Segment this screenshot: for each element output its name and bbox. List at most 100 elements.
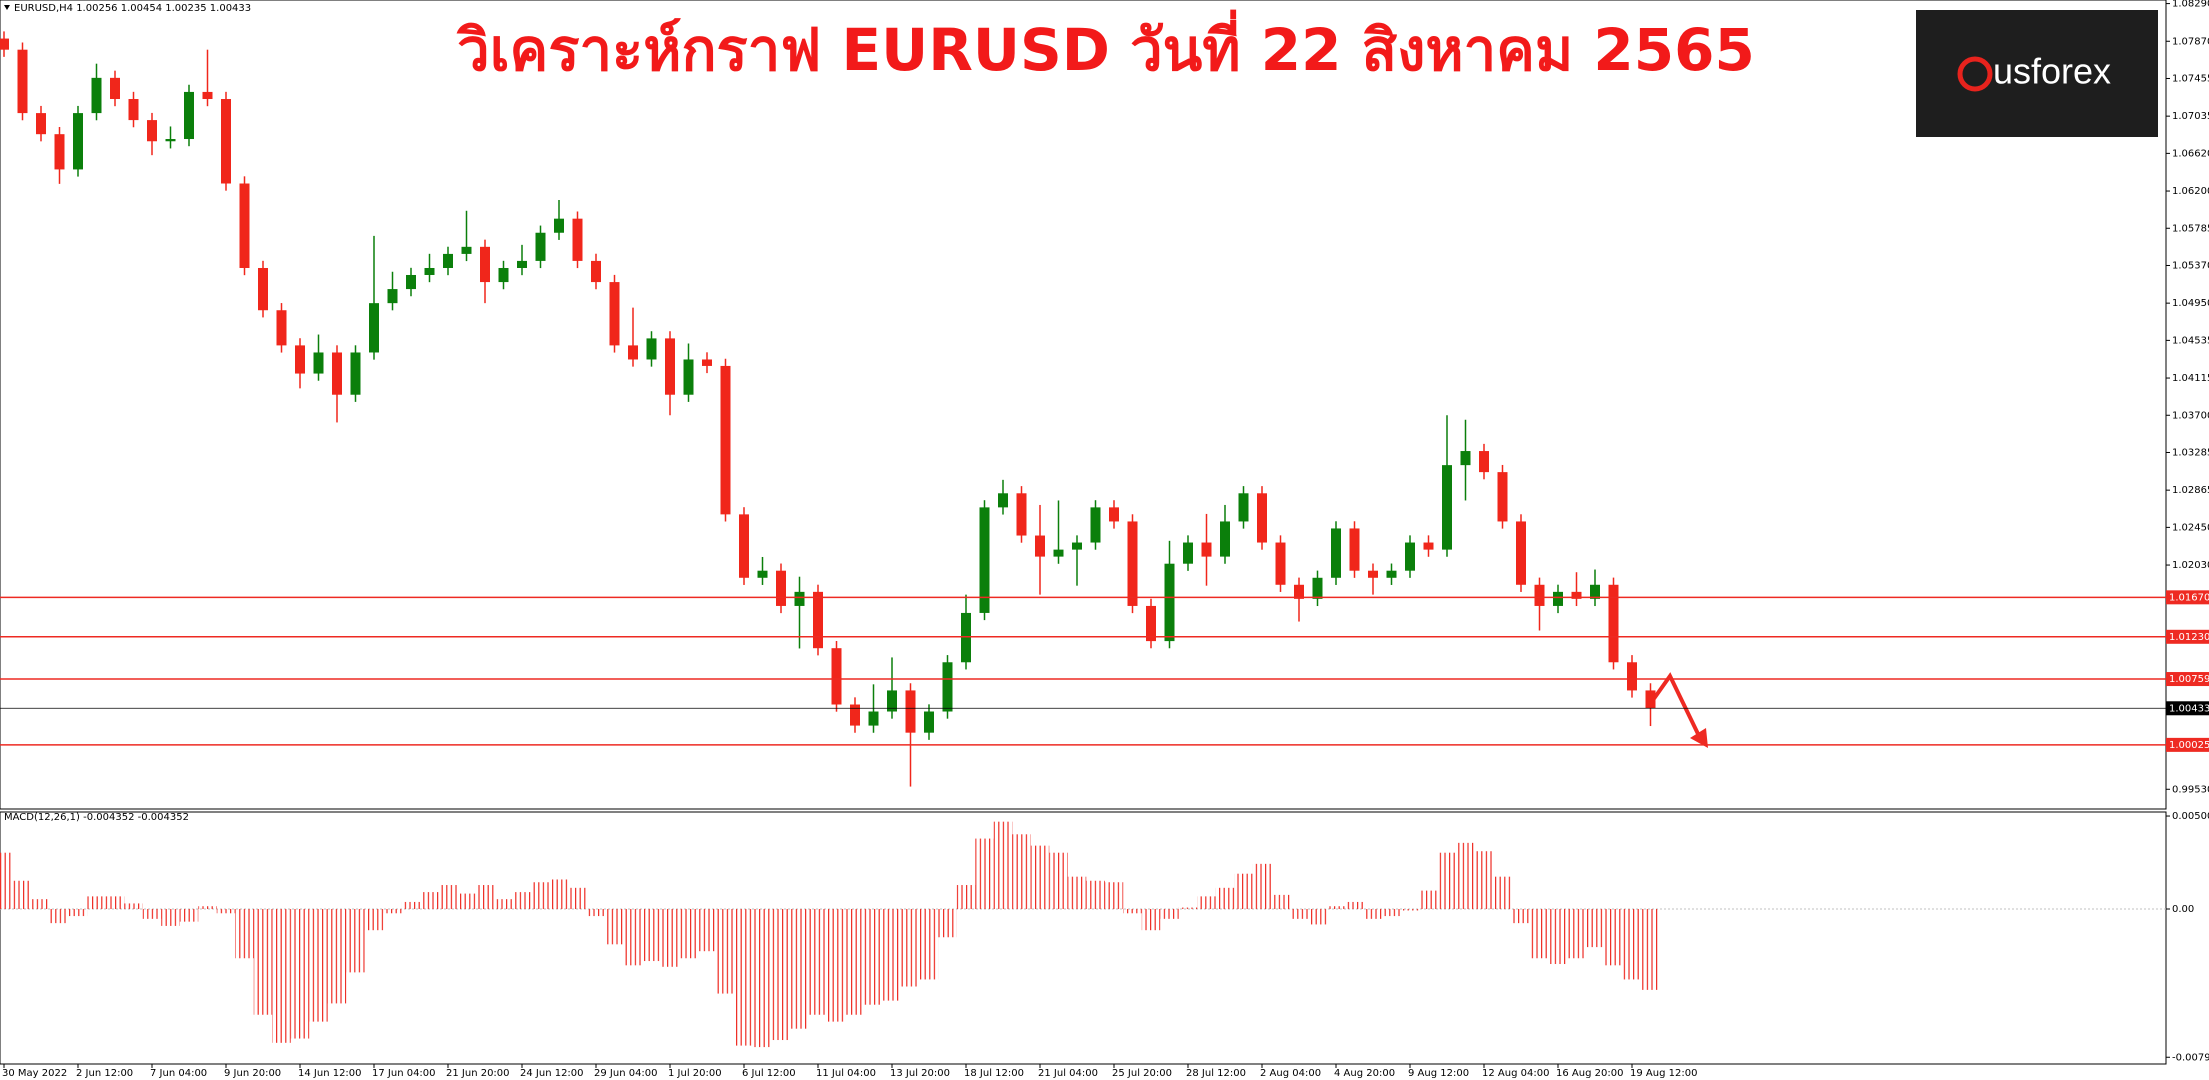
macd-bar (901, 909, 920, 987)
candle-body (1553, 591, 1563, 606)
candle-body (776, 570, 786, 606)
y-tick-label: 1.03285 (2172, 447, 2209, 458)
macd-bar (346, 909, 365, 973)
y-tick-label: 0.00 (2172, 904, 2194, 915)
candle-body (1645, 690, 1656, 709)
macd-bar (105, 896, 125, 910)
macd-bar (1271, 894, 1290, 910)
macd-bar (1215, 887, 1235, 910)
macd-bar (1178, 907, 1198, 910)
macd-bar (975, 838, 994, 910)
macd-bar (198, 906, 217, 910)
forecast-arrow (1646, 672, 1702, 739)
candle-body (1275, 542, 1286, 585)
candle-body (1423, 542, 1434, 550)
candle-body (535, 232, 546, 261)
x-tick-label: 2 Aug 04:00 (1260, 1068, 1321, 1079)
macd-bar (845, 909, 865, 1015)
macd-bar (1197, 896, 1216, 910)
macd-bar (364, 909, 384, 931)
candle-body (54, 134, 65, 170)
x-tick-label: 18 Jul 12:00 (964, 1068, 1024, 1079)
macd-bar (272, 909, 291, 1043)
level-tag (2166, 590, 2209, 605)
x-tick-label: 6 Jul 12:00 (742, 1068, 796, 1079)
macd-bar (420, 892, 439, 910)
level-tag (2166, 672, 2209, 687)
candle-body (831, 648, 842, 705)
x-tick-label: 11 Jul 04:00 (816, 1068, 876, 1079)
macd-bar (216, 909, 236, 914)
macd-bar (13, 880, 32, 910)
current-price-tag (2166, 701, 2209, 716)
macd-bar (31, 899, 51, 910)
y-tick-label: 1.04535 (2172, 335, 2209, 346)
macd-bar (1012, 834, 1031, 910)
info-arrow (4, 5, 10, 10)
x-tick-label: 17 Jun 04:00 (372, 1068, 436, 1079)
level-label: 1.00025 (2169, 740, 2209, 751)
macd-bar (1382, 909, 1401, 917)
macd-bar (1456, 842, 1475, 910)
y-tick-label: 0.99530 (2172, 784, 2209, 795)
macd-bar (290, 909, 310, 1039)
candle-body (1571, 591, 1582, 599)
macd-bar (1363, 909, 1383, 919)
main-frame (0, 0, 2167, 810)
candle-body (202, 91, 213, 100)
macd-bar (716, 909, 735, 994)
y-tick-label: 1.06620 (2172, 148, 2209, 159)
y-tick-label: 1.04950 (2172, 298, 2209, 309)
macd-bar (179, 909, 199, 922)
candle-body (332, 352, 342, 395)
y-tick-label: 1.08290 (2172, 0, 2209, 10)
y-tick-label: 1.07870 (2172, 36, 2209, 47)
y-tick-label: -0.007977 (2172, 1052, 2209, 1063)
candle-body (0, 38, 9, 50)
candle-body (1386, 570, 1397, 578)
candle-body (480, 246, 490, 283)
candle-body (110, 77, 120, 100)
macd-bar (642, 909, 661, 962)
candle-body (1127, 521, 1138, 606)
x-tick-label: 9 Jun 20:00 (224, 1068, 281, 1079)
candle-body (313, 352, 324, 374)
macd-bar (494, 899, 513, 910)
candle-body (350, 352, 361, 395)
candle-body (295, 345, 305, 374)
macd-bar (956, 885, 976, 910)
macd-bar (790, 909, 809, 1029)
x-tick-label: 12 Aug 04:00 (1482, 1068, 1549, 1079)
candle-body (1479, 451, 1489, 473)
candle-body (1349, 528, 1360, 571)
macd-bar (697, 909, 717, 952)
candle-body (461, 246, 472, 254)
candle-body (1053, 549, 1064, 557)
candle-body (572, 218, 583, 261)
macd-bar (1437, 852, 1457, 910)
macd-bar (549, 879, 569, 910)
x-tick-label: 2 Jun 12:00 (76, 1068, 133, 1079)
macd-bar (1234, 873, 1253, 910)
y-tick-label: 1.07455 (2172, 73, 2209, 84)
macd-bar (1511, 909, 1531, 924)
candle-body (1183, 542, 1193, 564)
candle-body (757, 570, 768, 578)
logo-box (1916, 10, 2158, 137)
candle-body (221, 99, 231, 184)
macd-bar (531, 882, 550, 910)
macd-bar (1289, 909, 1309, 919)
macd-bar (1641, 909, 1660, 990)
macd-bar (938, 909, 957, 938)
x-tick-label: 25 Jul 20:00 (1112, 1068, 1172, 1079)
macd-bar (605, 909, 624, 945)
macd-label: MACD(12,26,1) -0.004352 -0.004352 (4, 812, 189, 823)
macd-bar (438, 885, 458, 910)
candle-body (591, 260, 601, 283)
macd-bar (882, 909, 902, 1001)
macd-bar (1567, 909, 1586, 959)
macd-bar (142, 909, 162, 919)
candle-body (1497, 472, 1508, 522)
candle-body (424, 267, 435, 275)
